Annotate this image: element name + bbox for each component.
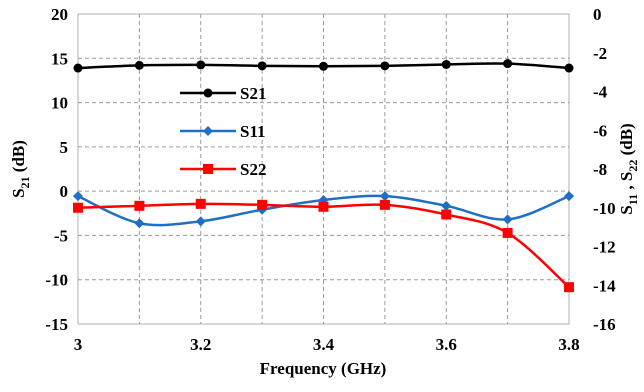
right-tick-label: -14	[593, 276, 616, 295]
right-axis-title-sub-2: 22	[626, 160, 640, 172]
left-tick-label: 20	[51, 5, 68, 24]
data-point-s22	[502, 227, 513, 238]
left-tick-label: 10	[51, 94, 68, 113]
left-tick-label: -15	[45, 315, 68, 334]
data-point-s21	[134, 60, 144, 70]
data-point-s21	[73, 63, 83, 73]
data-point-s22	[73, 202, 83, 213]
data-point-s22	[195, 198, 206, 209]
right-axis-title-tail: (dB)	[617, 123, 636, 159]
left-axis-title: S21 (dB)	[9, 140, 32, 198]
right-tick-label: -12	[593, 238, 616, 257]
left-tick-label: -10	[45, 271, 68, 290]
data-point-s22	[441, 209, 452, 220]
right-axis-title-sep: ,	[617, 181, 636, 194]
data-point-s11	[134, 218, 145, 229]
data-point-s21	[319, 61, 328, 71]
right-tick-label: -4	[593, 83, 608, 102]
data-point-s22	[134, 200, 145, 211]
right-tick-label: -10	[593, 199, 616, 218]
left-axis-title-tail: (dB)	[9, 140, 28, 176]
x-tick-label: 3.2	[190, 335, 211, 354]
x-tick-label: 3.6	[436, 335, 457, 354]
data-point-s22	[257, 199, 268, 210]
data-point-s21	[503, 59, 513, 69]
legend-marker-s22	[203, 164, 213, 174]
right-axis-title: S11 , S22 (dB)	[617, 123, 640, 214]
legend-label-s11: S11	[240, 122, 266, 141]
right-axis-title-main-2: S	[617, 172, 636, 181]
data-point-s22	[318, 201, 329, 212]
right-axis-title-main-1: S	[617, 205, 636, 214]
data-point-s21	[257, 61, 267, 71]
x-tick-label: 3.8	[558, 335, 579, 354]
data-point-s21	[564, 63, 574, 73]
data-point-s21	[196, 60, 206, 70]
data-point-s11	[441, 200, 452, 211]
data-point-s11	[564, 191, 574, 202]
right-tick-label: 0	[593, 5, 602, 24]
right-tick-label: -6	[593, 121, 607, 140]
right-tick-label: -2	[593, 44, 607, 63]
data-point-s21	[441, 59, 451, 69]
left-axis-title-sub: 21	[18, 176, 32, 188]
left-axis-title-main: S	[9, 188, 28, 197]
left-tick-label: -5	[54, 226, 68, 245]
axes: 20 15 10 5 0 -5 -10 -15 0 -2 -4 -6 -8 -10 -12 -14 -16 3 3.…	[45, 5, 616, 354]
right-tick-label: -16	[593, 315, 616, 334]
right-tick-label: -8	[593, 160, 607, 179]
left-tick-label: 15	[51, 49, 68, 68]
data-point-s22	[564, 282, 574, 293]
data-point-s21	[380, 61, 390, 71]
legend: S21 S11 S22	[180, 84, 266, 179]
data-point-s11	[502, 214, 513, 225]
legend-marker-s21	[203, 88, 213, 98]
left-tick-label: 0	[60, 182, 69, 201]
legend-label-s21: S21	[240, 84, 266, 103]
left-tick-label: 5	[60, 138, 69, 157]
x-axis-title: Frequency (GHz)	[260, 359, 387, 378]
data-point-s22	[379, 199, 390, 210]
data-point-s11	[195, 216, 206, 227]
x-tick-label: 3	[74, 335, 83, 354]
legend-label-s22: S22	[240, 160, 266, 179]
data-point-s11	[73, 191, 83, 202]
legend-marker-s11	[203, 126, 213, 136]
right-axis-title-sub-1: 11	[626, 194, 640, 205]
x-tick-label: 3.4	[313, 335, 335, 354]
data-point-s11	[379, 191, 390, 202]
series-lines	[73, 59, 574, 293]
